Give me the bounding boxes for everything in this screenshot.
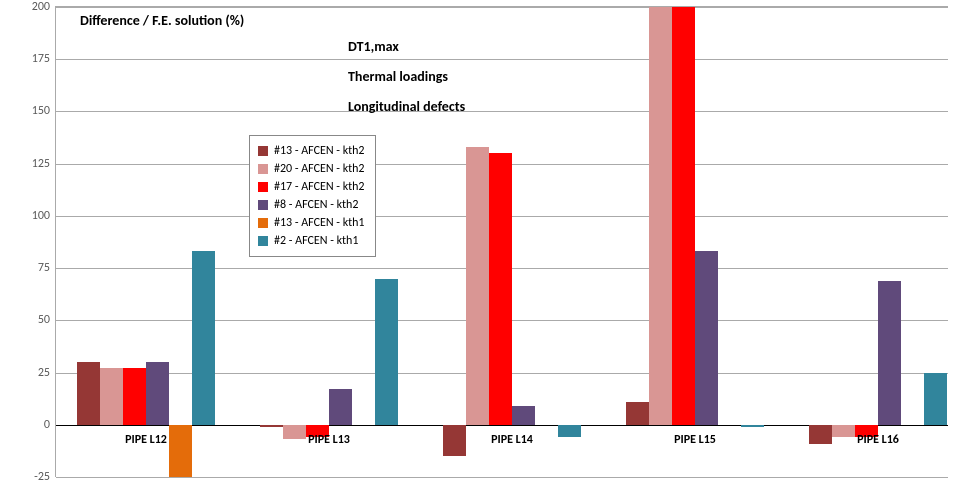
gridline xyxy=(56,59,948,60)
legend-swatch xyxy=(258,236,268,246)
gridline xyxy=(56,477,948,478)
bar xyxy=(100,368,123,424)
chart-title-line: Thermal loadings xyxy=(348,68,448,85)
legend-swatch xyxy=(258,164,268,174)
bar-chart: -25 0 25 50 75 100 125 150 175 200 PIPE L12 PIPE L1… xyxy=(0,0,956,501)
legend-swatch xyxy=(258,218,268,228)
legend-item: #8 - AFCEN - kth2 xyxy=(258,196,365,214)
y-tick-label: -25 xyxy=(34,470,56,484)
y-tick-label: 75 xyxy=(38,261,56,275)
gridline xyxy=(56,111,948,112)
bar xyxy=(146,362,169,425)
y-tick-label: 175 xyxy=(32,52,56,66)
y-tick-label: 50 xyxy=(38,313,56,327)
legend-swatch xyxy=(258,146,268,156)
category-label: PIPE L16 xyxy=(857,433,899,447)
bar xyxy=(878,281,901,425)
bar xyxy=(489,153,512,425)
y-tick-label: 125 xyxy=(32,157,56,171)
bar xyxy=(649,7,672,425)
bar xyxy=(809,425,832,444)
bar xyxy=(169,425,192,477)
bar xyxy=(512,406,535,425)
legend-label: #8 - AFCEN - kth2 xyxy=(274,196,358,214)
plot-area: -250255075100125150175200PIPE L12PIPE L1… xyxy=(55,6,948,477)
y-tick-label: 100 xyxy=(32,209,56,223)
legend-item: #13 - AFCEN - kth1 xyxy=(258,214,365,232)
category-label: PIPE L12 xyxy=(125,433,167,447)
bar xyxy=(375,279,398,425)
bar xyxy=(260,425,283,427)
legend-label: #20 - AFCEN - kth2 xyxy=(274,160,365,178)
category-label: PIPE L14 xyxy=(491,433,533,447)
legend-label: #2 - AFCEN - kth1 xyxy=(274,232,358,250)
legend-item: #2 - AFCEN - kth1 xyxy=(258,232,365,250)
y-tick-label: 0 xyxy=(44,418,56,432)
legend: #13 - AFCEN - kth2#20 - AFCEN - kth2#17 … xyxy=(249,135,376,257)
legend-label: #17 - AFCEN - kth2 xyxy=(274,178,365,196)
chart-title-line: DT1,max xyxy=(348,38,399,55)
bar xyxy=(443,425,466,456)
gridline xyxy=(56,7,948,8)
legend-item: #20 - AFCEN - kth2 xyxy=(258,160,365,178)
legend-swatch xyxy=(258,200,268,210)
bar xyxy=(77,362,100,425)
bar xyxy=(741,425,764,427)
category-label: PIPE L13 xyxy=(308,433,350,447)
legend-label: #13 - AFCEN - kth2 xyxy=(274,142,365,160)
bar xyxy=(329,389,352,425)
y-axis-title: Difference / F.E. solution (%) xyxy=(80,12,244,29)
bar xyxy=(924,373,947,425)
legend-item: #13 - AFCEN - kth2 xyxy=(258,142,365,160)
category-label: PIPE L15 xyxy=(674,433,716,447)
bar xyxy=(558,425,581,438)
legend-swatch xyxy=(258,182,268,192)
bar xyxy=(123,368,146,424)
bar xyxy=(832,425,855,438)
bar xyxy=(283,425,306,440)
bar xyxy=(192,251,215,424)
bar xyxy=(695,251,718,424)
bar xyxy=(626,402,649,425)
y-tick-label: 150 xyxy=(32,104,56,118)
y-tick-label: 25 xyxy=(38,366,56,380)
bar xyxy=(672,7,695,425)
legend-label: #13 - AFCEN - kth1 xyxy=(274,214,365,232)
chart-title-line: Longitudinal defects xyxy=(348,98,465,115)
legend-item: #17 - AFCEN - kth2 xyxy=(258,178,365,196)
bar xyxy=(466,147,489,425)
y-tick-label: 200 xyxy=(32,0,56,14)
